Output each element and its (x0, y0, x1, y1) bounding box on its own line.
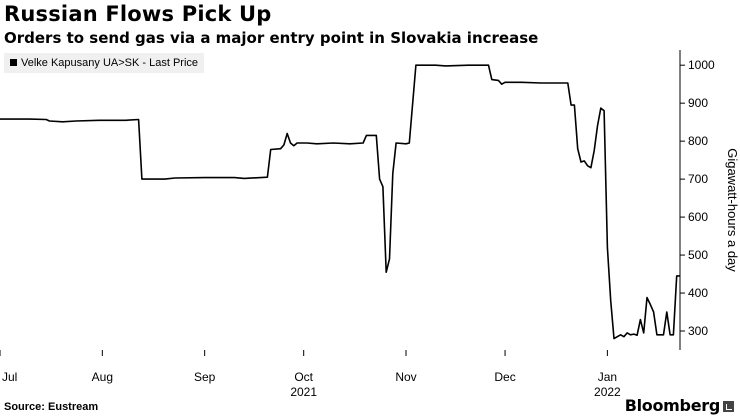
y-tick-label: 300 (688, 324, 708, 338)
series-line (0, 64, 680, 340)
y-tick-label: 1000 (688, 58, 715, 72)
y-tick-label: 800 (688, 134, 708, 148)
legend-label: Velke Kapusany UA>SK - Last Price (21, 57, 199, 69)
y-tick-label: 400 (688, 286, 708, 300)
y-tick-label: 600 (688, 210, 708, 224)
x-tick-label: Nov (395, 370, 416, 384)
x-year-label: 2022 (594, 385, 621, 399)
x-tick-label: Sep (194, 370, 216, 384)
y-tick-label: 500 (688, 248, 708, 262)
y-tick-label: 700 (688, 172, 708, 186)
x-tick-label: Aug (92, 370, 113, 384)
x-tick-label: Jan (598, 370, 617, 384)
source-note: Source: Eustream (4, 401, 99, 413)
legend: Velke Kapusany UA>SK - Last Price (4, 53, 205, 73)
y-axis-label: Gigawatt-hours a day (725, 148, 740, 272)
x-tick-label: Jul (2, 370, 17, 384)
chart-title: Russian Flows Pick Up (4, 2, 272, 26)
brand-logo: Bloomberg (624, 396, 721, 415)
x-tick-label: Oct (294, 370, 313, 384)
legend-swatch (10, 59, 17, 66)
x-tick-label: Dec (494, 370, 515, 384)
x-year-label: 2021 (290, 385, 317, 399)
y-tick-label: 900 (688, 96, 708, 110)
brand-icon (723, 401, 734, 412)
chart-subtitle: Orders to send gas via a major entry poi… (4, 29, 539, 47)
